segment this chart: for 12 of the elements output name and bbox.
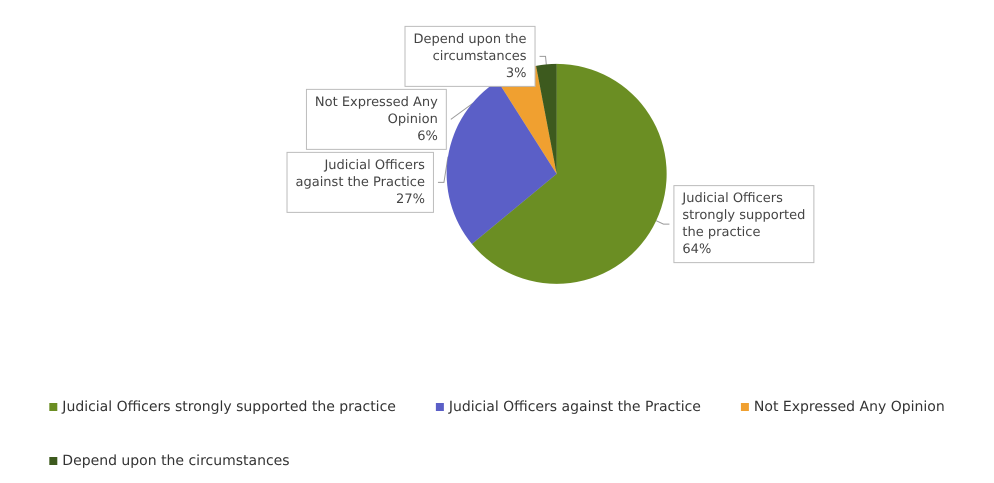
slice-label: Judicial Officers strongly supported the practice [681,191,806,240]
legend-label: Judicial Officers strongly supported the practice [61,399,396,415]
legend-label: Not Expressed Any Opinion [754,399,945,415]
legend-label: Depend upon the circumstances [62,453,290,469]
data-label: 3% [506,66,527,81]
data-label: 64% [682,242,712,258]
slice-label: Judicial Officers against the Practice [296,158,426,190]
slice-label: Depend upon the circumstances [413,32,527,64]
slice-label: Not Expressed Any Opinion [314,94,438,127]
data-label: 27% [396,192,425,207]
data-label: 6% [417,128,438,144]
legend-label: Judicial Officers against the Practice [448,399,701,415]
